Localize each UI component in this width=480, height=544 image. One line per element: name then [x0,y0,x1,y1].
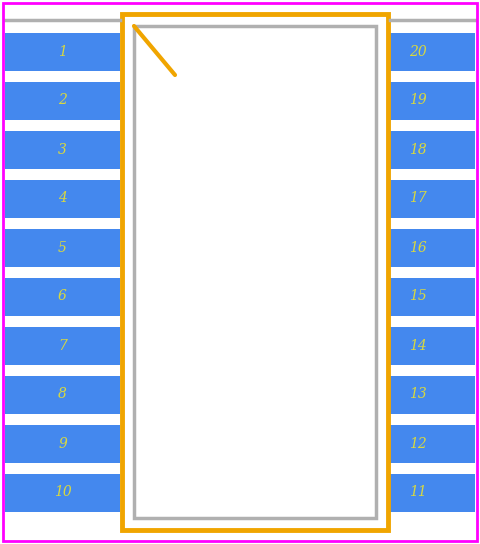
Bar [360,375,475,413]
Bar [360,424,475,462]
Bar [5,277,120,316]
Bar [360,82,475,120]
Text: 2: 2 [58,94,67,108]
Bar [5,375,120,413]
Text: 5: 5 [58,240,67,255]
Text: 4: 4 [58,191,67,206]
Bar [5,228,120,267]
Text: 14: 14 [408,338,426,353]
Bar [5,326,120,364]
Text: 6: 6 [58,289,67,304]
Text: 16: 16 [408,240,426,255]
Bar [5,33,120,71]
Text: 11: 11 [408,485,426,499]
Bar [5,82,120,120]
Text: 9: 9 [58,436,67,450]
Bar [360,228,475,267]
Text: 18: 18 [408,143,426,157]
Text: 10: 10 [54,485,72,499]
Bar [5,180,120,218]
Bar [360,277,475,316]
Bar [360,326,475,364]
Bar [5,473,120,511]
Text: 1: 1 [58,45,67,59]
Bar [360,33,475,71]
Text: 20: 20 [408,45,426,59]
Bar [134,26,376,518]
Bar [360,473,475,511]
Text: 17: 17 [408,191,426,206]
Bar [5,424,120,462]
Text: 12: 12 [408,436,426,450]
Text: 13: 13 [408,387,426,401]
Text: 15: 15 [408,289,426,304]
Text: 3: 3 [58,143,67,157]
Text: 19: 19 [408,94,426,108]
Bar [360,180,475,218]
Bar [360,131,475,169]
Bar [122,14,388,530]
Text: 7: 7 [58,338,67,353]
Text: 8: 8 [58,387,67,401]
Bar [5,131,120,169]
